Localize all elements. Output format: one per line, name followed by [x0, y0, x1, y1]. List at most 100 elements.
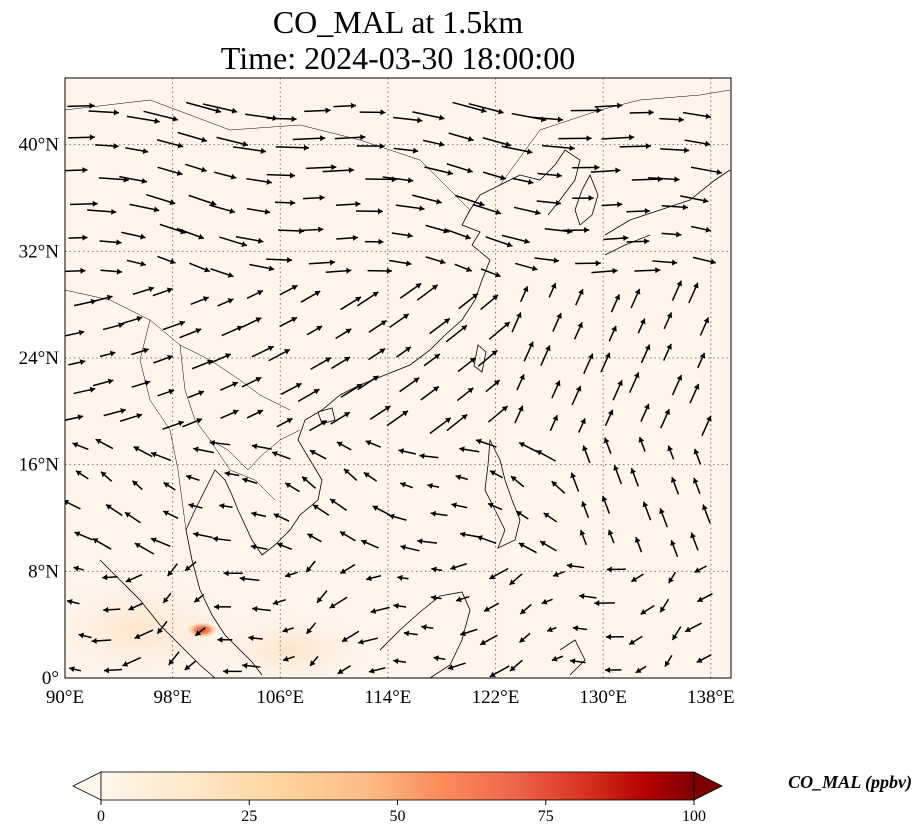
longitude-tick-label: 138°E — [687, 687, 735, 708]
wind-arrow — [156, 139, 184, 149]
wind-arrow — [193, 446, 215, 454]
wind-arrow — [590, 167, 621, 174]
wind-arrow — [308, 259, 336, 266]
wind-arrow — [276, 417, 293, 428]
wind-arrow — [393, 116, 423, 124]
wind-arrow — [266, 172, 296, 179]
wind-arrow — [456, 387, 474, 402]
wind-arrow — [217, 636, 233, 643]
wind-arrow — [583, 353, 594, 375]
wind-arrow — [660, 408, 670, 429]
wind-arrow — [273, 513, 290, 522]
wind-arrow — [65, 167, 88, 174]
wind-arrow — [162, 320, 186, 331]
wind-arrow — [275, 144, 309, 151]
wind-arrow — [684, 139, 711, 147]
wind-arrow — [72, 442, 89, 451]
wind-arrow — [168, 651, 180, 666]
wind-arrow — [301, 476, 317, 489]
wind-arrow — [219, 503, 233, 509]
wind-arrow — [546, 626, 557, 633]
wind-arrow — [512, 177, 534, 185]
wind-arrow — [575, 260, 601, 267]
wind-arrow — [162, 592, 172, 604]
korea-coastline — [574, 174, 599, 226]
wind-arrow — [570, 107, 602, 114]
wind-arrow — [306, 325, 323, 336]
wind-arrow — [501, 145, 533, 155]
wind-arrow — [212, 536, 231, 542]
wind-arrow — [74, 531, 93, 541]
wind-arrow — [692, 477, 701, 495]
wind-arrow — [664, 654, 673, 667]
wind-arrow — [637, 318, 646, 334]
wind-arrow — [249, 263, 275, 272]
wind-arrow — [468, 102, 504, 115]
sulawesi-coastline — [559, 639, 586, 676]
wind-arrow — [638, 436, 646, 452]
wind-arrow — [605, 667, 622, 674]
wind-arrow — [626, 208, 650, 215]
wind-arrow — [395, 204, 425, 212]
wind-arrow — [193, 593, 205, 603]
wind-arrow — [578, 418, 586, 433]
sumatra-coastline — [99, 559, 216, 678]
wind-arrow — [652, 259, 678, 266]
wind-arrow — [446, 163, 473, 174]
wind-arrow — [519, 286, 529, 303]
wind-arrow — [671, 626, 682, 641]
borneo-coastline — [379, 591, 471, 678]
wind-arrow — [242, 662, 261, 669]
wind-arrow — [157, 255, 176, 265]
wind-arrow — [68, 234, 88, 241]
wind-arrow — [122, 656, 142, 667]
wind-arrow — [103, 408, 127, 417]
wind-arrow — [334, 134, 366, 141]
longitude-tick-label: 98°E — [154, 687, 192, 708]
wind-arrow — [699, 317, 710, 336]
wind-arrow — [359, 109, 386, 116]
wind-arrow — [232, 146, 267, 154]
wind-arrow — [661, 231, 682, 238]
wind-arrow — [519, 632, 531, 644]
wind-arrow — [594, 600, 615, 607]
wind-arrow — [479, 634, 498, 646]
wind-arrow — [601, 495, 611, 514]
wind-arrow — [133, 446, 153, 458]
wind-arrow — [336, 441, 352, 451]
wind-arrow — [119, 175, 148, 184]
wind-arrow — [188, 194, 217, 206]
wind-arrow — [647, 176, 680, 183]
wind-arrow — [366, 574, 382, 582]
wind-arrow — [630, 573, 644, 583]
wind-arrow — [386, 410, 409, 427]
wind-arrow — [427, 482, 440, 489]
wind-arrow — [477, 349, 498, 367]
wind-arrow — [99, 350, 116, 358]
wind-arrow — [454, 263, 473, 273]
wind-arrow — [691, 225, 712, 233]
wind-arrow — [501, 234, 530, 245]
wind-arrow — [489, 567, 509, 580]
wind-arrow — [629, 109, 654, 116]
wind-arrow — [455, 595, 470, 603]
wind-arrow — [341, 630, 360, 643]
wind-arrow — [515, 510, 529, 520]
wind-arrow — [330, 411, 351, 425]
wind-arrow — [399, 377, 420, 393]
wind-arrow — [604, 409, 614, 427]
wind-arrow — [220, 409, 239, 419]
wind-arrow — [208, 353, 232, 365]
wind-arrow — [357, 637, 379, 645]
hainan-coastline — [317, 407, 336, 425]
wind-arrow — [100, 268, 123, 275]
wind-arrow — [487, 502, 503, 511]
wind-arrow — [601, 134, 635, 141]
wind-arrow — [433, 655, 446, 662]
wind-arrow — [336, 234, 358, 241]
wind-arrow — [182, 418, 203, 428]
wind-arrow — [573, 321, 583, 340]
wind-arrow — [482, 171, 506, 181]
wind-arrow — [382, 176, 414, 184]
wind-arrow — [299, 226, 324, 233]
